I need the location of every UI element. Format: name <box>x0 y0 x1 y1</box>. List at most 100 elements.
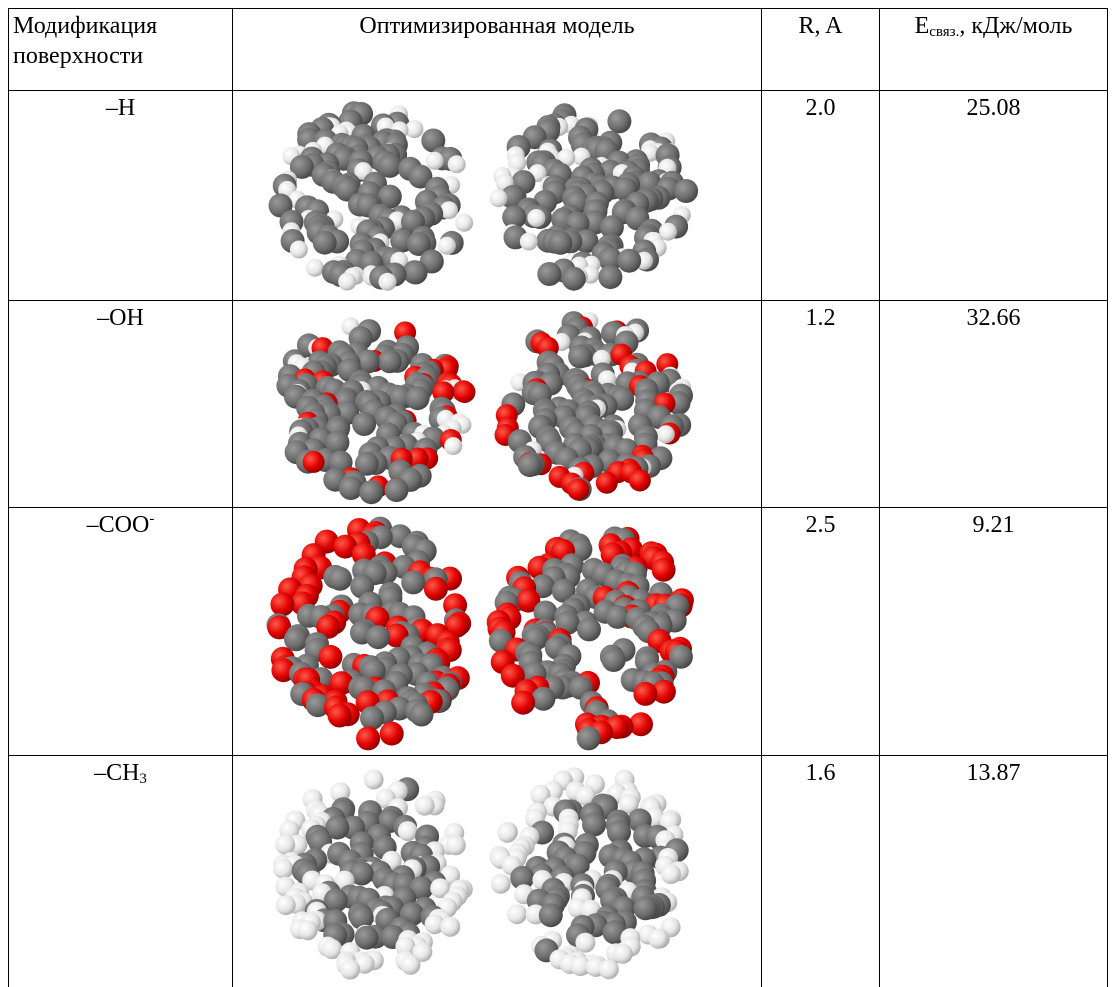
cell: 32.66 <box>880 301 1108 508</box>
atom <box>446 835 466 855</box>
molecule-image <box>233 301 761 506</box>
atom <box>507 904 527 924</box>
cell: 25.08 <box>880 91 1108 301</box>
atom <box>379 273 397 291</box>
atom <box>339 476 363 500</box>
atom <box>306 259 324 277</box>
atom <box>401 570 425 594</box>
atom <box>634 896 658 920</box>
atom <box>531 687 555 711</box>
group-label: –COO <box>87 512 150 538</box>
row: –CH3 1.6 13.87 <box>9 756 1108 987</box>
cell: 13.87 <box>880 756 1108 987</box>
atom <box>562 267 586 291</box>
atom <box>275 835 295 855</box>
energy-value: 13.87 <box>967 760 1021 786</box>
atom <box>577 617 601 641</box>
molecule-image <box>233 91 761 299</box>
cell <box>233 756 762 987</box>
atom <box>313 231 337 255</box>
atom <box>520 233 538 251</box>
atom <box>290 241 308 259</box>
atom <box>657 425 675 443</box>
atom <box>602 648 626 672</box>
cell: 1.2 <box>762 301 880 508</box>
cell: 1.6 <box>762 756 880 987</box>
header-text: E <box>915 13 930 39</box>
cell: 9.21 <box>880 508 1108 756</box>
r-value: 2.0 <box>806 95 836 121</box>
header-row: Модификация поверхности Оптимизированная… <box>9 9 1108 91</box>
atom <box>661 864 681 884</box>
atom <box>648 929 668 949</box>
atom <box>385 478 409 502</box>
atom <box>426 152 444 170</box>
atom <box>454 381 476 403</box>
atom <box>398 821 418 841</box>
atom <box>617 249 641 273</box>
header-cell: Модификация поверхности <box>9 9 233 91</box>
atom <box>404 261 428 285</box>
atom <box>444 437 462 455</box>
atom <box>356 726 380 750</box>
cell: 2.5 <box>762 508 880 756</box>
molecule-image <box>233 756 761 985</box>
cell: –H <box>9 91 233 301</box>
header-cell: R, A <box>762 9 880 91</box>
atom <box>298 920 318 940</box>
atom <box>303 451 325 473</box>
atom <box>352 412 376 436</box>
atom <box>364 769 384 789</box>
atom <box>674 179 698 203</box>
header-subscript: связ. <box>929 24 959 40</box>
atom <box>633 682 657 706</box>
atom <box>448 155 466 173</box>
cell: 2.0 <box>762 91 880 301</box>
cell: –CH3 <box>9 756 233 987</box>
header-text: Модификация поверхности <box>13 13 157 69</box>
atom <box>380 722 404 746</box>
atom <box>328 704 352 728</box>
atom <box>318 645 342 669</box>
atom <box>613 944 633 964</box>
energy-value: 25.08 <box>967 95 1021 121</box>
atom <box>455 214 473 232</box>
row: –COO- 2.5 9.21 <box>9 508 1108 756</box>
atom <box>366 625 390 649</box>
r-value: 2.5 <box>806 512 836 538</box>
molecule-image <box>233 508 761 754</box>
atom <box>629 470 651 492</box>
atom <box>527 209 545 227</box>
header-text: R, A <box>798 13 842 39</box>
atom <box>652 558 676 582</box>
group-superscript: - <box>149 511 154 527</box>
atom <box>340 960 360 980</box>
atom <box>490 189 508 207</box>
cell: –OH <box>9 301 233 508</box>
atom <box>567 479 589 501</box>
atom <box>568 345 592 369</box>
atom <box>491 874 511 894</box>
cell <box>233 91 762 301</box>
energy-value: 32.66 <box>967 305 1021 331</box>
row: –OH 1.2 32.66 <box>9 301 1108 508</box>
r-value: 1.6 <box>806 760 836 786</box>
atom <box>328 567 352 591</box>
atom <box>537 262 561 286</box>
header-text: , кДж/моль <box>959 13 1072 39</box>
atom <box>270 592 294 616</box>
energy-value: 9.21 <box>973 512 1015 538</box>
group-label: –H <box>106 95 135 121</box>
header-text: Оптимизированная модель <box>359 13 634 39</box>
atom <box>598 265 622 289</box>
atom <box>338 273 356 291</box>
atom <box>360 706 384 730</box>
group-label: –CH <box>94 760 139 786</box>
group-label: –OH <box>97 305 144 331</box>
r-value: 1.2 <box>806 305 836 331</box>
atom <box>359 480 383 504</box>
atom <box>511 691 535 715</box>
atom <box>410 703 434 727</box>
atom <box>276 895 296 915</box>
results-table: Модификация поверхности Оптимизированная… <box>8 8 1108 987</box>
